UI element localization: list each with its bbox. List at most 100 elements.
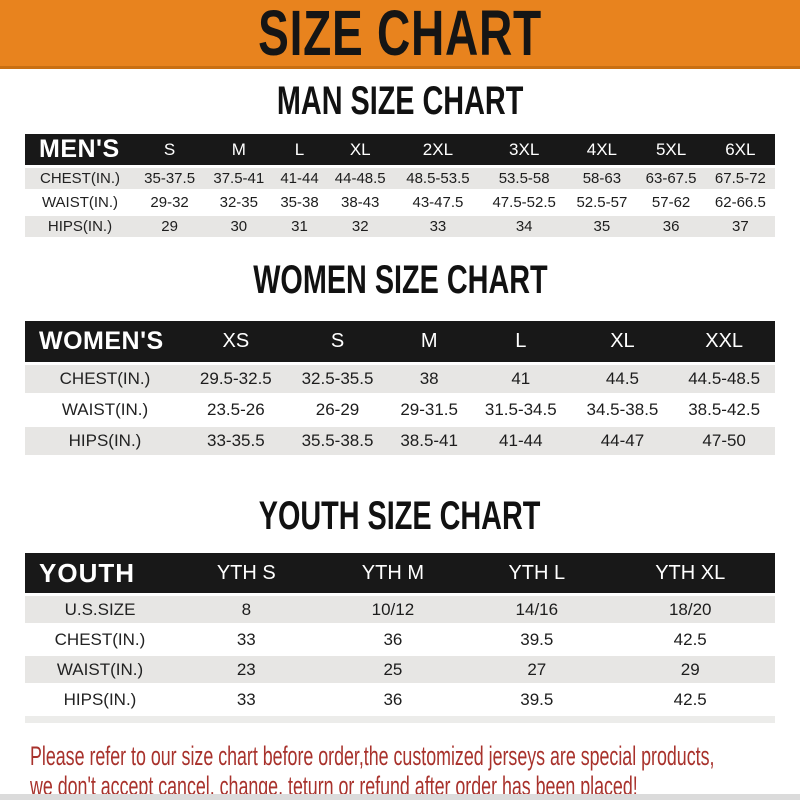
column-header-cell: XS	[185, 321, 287, 362]
size-value-cell: 18/20	[605, 596, 775, 623]
row-label-cell: CHEST(IN.)	[25, 365, 185, 393]
size-value-cell: 8	[175, 596, 318, 623]
banner-title: SIZE CHART	[258, 0, 542, 69]
disclaimer-line-1: Please refer to our size chart before or…	[30, 741, 715, 771]
size-value-cell: 34	[481, 216, 568, 237]
size-value-cell: 38-43	[325, 192, 395, 213]
size-value-cell: 38.5-42.5	[673, 396, 775, 424]
size-value-cell: 44.5-48.5	[673, 365, 775, 393]
column-header-cell: XL	[325, 134, 395, 165]
size-value-cell: 32-35	[204, 192, 274, 213]
size-value-cell: 57-62	[636, 192, 706, 213]
column-header-cell: L	[469, 321, 572, 362]
size-value-cell: 67.5-72	[705, 168, 775, 189]
size-value-cell: 27	[468, 656, 606, 683]
column-header-cell: M	[204, 134, 274, 165]
table-row: CHEST(IN.) 29.5-32.5 32.5-35.5 38 41 44.5 44.5…	[25, 365, 775, 393]
size-value-cell: 44-47	[571, 427, 674, 455]
column-header-cell: 3XL	[481, 134, 568, 165]
row-label-cell: U.S.SIZE	[25, 596, 175, 623]
size-value-cell: 41-44	[469, 427, 572, 455]
column-header-cell: 5XL	[636, 134, 706, 165]
size-value-cell: 10/12	[317, 596, 469, 623]
men-size-table: MEN'S S M L XL 2XL 3XL 4XL 5XL 6XL CHEST(IN.) 35-37…	[25, 131, 775, 240]
table-row: HIPS(IN.) 33-35.5 35.5-38.5 38.5-41 41-44 44-…	[25, 427, 775, 455]
size-value-cell: 58-63	[567, 168, 637, 189]
table-header-row: MEN'S S M L XL 2XL 3XL 4XL 5XL 6XL	[25, 134, 775, 165]
size-value-cell: 33	[175, 686, 318, 713]
size-value-cell: 35-37.5	[135, 168, 205, 189]
table-corner-label: WOMEN'S	[25, 321, 185, 362]
size-value-cell: 35	[567, 216, 637, 237]
table-header-row: YOUTH YTH S YTH M YTH L YTH XL	[25, 553, 775, 593]
size-value-cell: 41-44	[273, 168, 326, 189]
youth-size-table: YOUTH YTH S YTH M YTH L YTH XL U.S.SIZE 8 10/12…	[25, 550, 775, 716]
table-row: WAIST(IN.) 29-32 32-35 35-38 38-43 43-47.5 47.…	[25, 192, 775, 213]
table-row: HIPS(IN.) 29 30 31 32 33 34 35 36 37	[25, 216, 775, 237]
size-value-cell: 38	[388, 365, 470, 393]
size-value-cell: 25	[317, 656, 469, 683]
row-label-cell: WAIST(IN.)	[25, 656, 175, 683]
table-row: WAIST(IN.) 23.5-26 26-29 29-31.5 31.5-34.5 34…	[25, 396, 775, 424]
size-value-cell: 44.5	[571, 365, 674, 393]
size-value-cell: 63-67.5	[636, 168, 706, 189]
size-value-cell: 52.5-57	[567, 192, 637, 213]
size-value-cell: 29-31.5	[388, 396, 470, 424]
size-value-cell: 30	[204, 216, 274, 237]
man-size-chart-heading-text: MAN SIZE CHART	[276, 79, 524, 123]
man-size-chart-section: MAN SIZE CHART MEN'S S M L XL 2XL 3XL 4XL 5XL 6XL…	[0, 79, 800, 240]
column-header-cell: YTH L	[468, 553, 606, 593]
row-label-cell: WAIST(IN.)	[25, 396, 185, 424]
size-value-cell: 47.5-52.5	[481, 192, 568, 213]
table-row: U.S.SIZE 8 10/12 14/16 18/20	[25, 596, 775, 623]
youth-size-table-wrap: YOUTH YTH S YTH M YTH L YTH XL U.S.SIZE 8 10/12…	[25, 550, 775, 723]
size-value-cell: 33-35.5	[185, 427, 287, 455]
size-value-cell: 31	[273, 216, 326, 237]
size-value-cell: 36	[317, 686, 469, 713]
column-header-cell: 4XL	[567, 134, 637, 165]
table-header-row: WOMEN'S XS S M L XL XXL	[25, 321, 775, 362]
column-header-cell: XXL	[673, 321, 775, 362]
size-value-cell: 53.5-58	[481, 168, 568, 189]
size-value-cell: 38.5-41	[388, 427, 470, 455]
size-value-cell: 14/16	[468, 596, 606, 623]
youth-size-chart-heading-text: YOUTH SIZE CHART	[259, 494, 541, 538]
table-row: CHEST(IN.) 33 36 39.5 42.5	[25, 626, 775, 653]
column-header-cell: S	[286, 321, 389, 362]
size-value-cell: 47-50	[673, 427, 775, 455]
row-label-cell: HIPS(IN.)	[25, 216, 135, 237]
size-value-cell: 36	[317, 626, 469, 653]
women-size-chart-section: WOMEN SIZE CHART WOMEN'S XS S M L XL XXL CHEST(…	[0, 258, 800, 458]
row-label-cell: CHEST(IN.)	[25, 168, 135, 189]
size-value-cell: 35-38	[273, 192, 326, 213]
row-label-cell: HIPS(IN.)	[25, 427, 185, 455]
size-value-cell: 48.5-53.5	[394, 168, 482, 189]
table-row: CHEST(IN.) 35-37.5 37.5-41 41-44 44-48.5 48.5…	[25, 168, 775, 189]
size-value-cell: 23.5-26	[185, 396, 287, 424]
size-value-cell: 42.5	[605, 686, 775, 713]
women-size-chart-heading-text: WOMEN SIZE CHART	[252, 258, 548, 302]
bottom-edge-strip	[0, 794, 800, 800]
size-value-cell: 31.5-34.5	[469, 396, 572, 424]
size-value-cell: 39.5	[468, 626, 606, 653]
size-value-cell: 33	[394, 216, 482, 237]
size-value-cell: 29.5-32.5	[185, 365, 287, 393]
size-value-cell: 41	[469, 365, 572, 393]
row-label-cell: CHEST(IN.)	[25, 626, 175, 653]
table-row: HIPS(IN.) 33 36 39.5 42.5	[25, 686, 775, 713]
size-value-cell: 33	[175, 626, 318, 653]
column-header-cell: XL	[571, 321, 674, 362]
size-value-cell: 35.5-38.5	[286, 427, 389, 455]
column-header-cell: 2XL	[394, 134, 482, 165]
size-chart-banner: SIZE CHART	[0, 0, 800, 69]
size-value-cell: 43-47.5	[394, 192, 482, 213]
table-row: WAIST(IN.) 23 25 27 29	[25, 656, 775, 683]
size-value-cell: 37.5-41	[204, 168, 274, 189]
column-header-cell: YTH M	[317, 553, 469, 593]
women-size-chart-heading: WOMEN SIZE CHART	[0, 258, 800, 304]
women-size-table: WOMEN'S XS S M L XL XXL CHEST(IN.) 29.5-32.5 32.5…	[25, 318, 775, 458]
table-corner-label: YOUTH	[25, 553, 175, 593]
column-header-cell: YTH S	[175, 553, 318, 593]
column-header-cell: S	[135, 134, 205, 165]
